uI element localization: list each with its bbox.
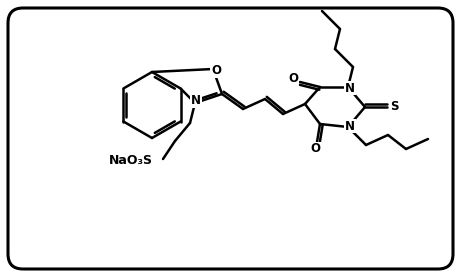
Text: N: N [345, 119, 355, 132]
Text: N: N [345, 81, 355, 94]
Text: O: O [211, 65, 221, 78]
Text: O: O [310, 142, 320, 155]
Text: N: N [191, 94, 201, 107]
Text: S: S [390, 101, 398, 114]
FancyBboxPatch shape [8, 8, 453, 269]
Text: NaO₃S: NaO₃S [109, 155, 153, 168]
Text: O: O [288, 73, 298, 86]
